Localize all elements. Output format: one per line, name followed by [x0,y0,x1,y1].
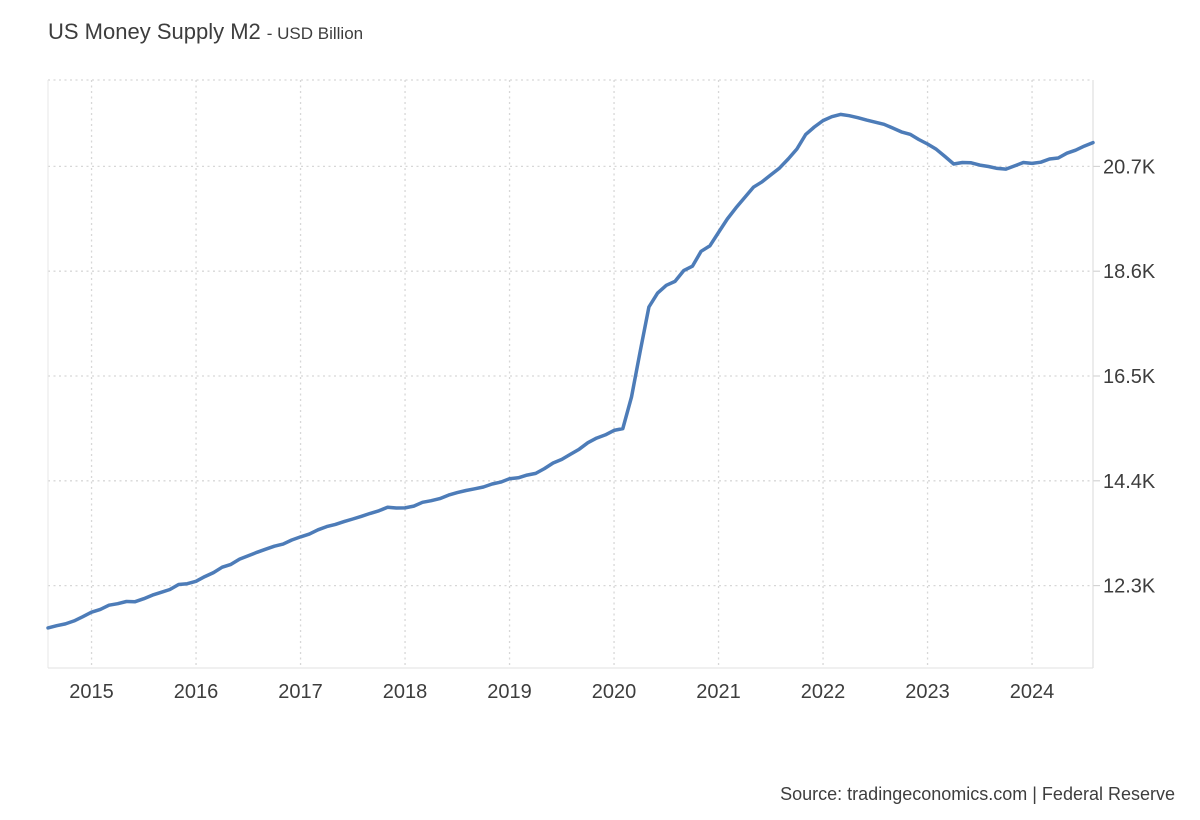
y-axis-label: 14.4K [1103,471,1156,493]
source-credit: Source: tradingeconomics.com | Federal R… [780,784,1175,804]
x-axis-label: 2020 [592,681,637,703]
x-axis-label: 2022 [801,681,846,703]
x-axis-label: 2018 [383,681,428,703]
chart-title: US Money Supply M2 [48,19,261,44]
y-axis-label: 20.7K [1103,156,1156,178]
chart-header: US Money Supply M2 - USD Billion [48,18,363,46]
x-axis-label: 2024 [1010,681,1055,703]
x-axis-label: 2021 [696,681,741,703]
x-axis-label: 2023 [905,681,950,703]
x-axis-label: 2016 [174,681,219,703]
x-axis-label: 2015 [69,681,114,703]
plot-area[interactable]: 20.7K 18.6K 16.5K 14.4K 12.3K 2015 2016 2017 201… [0,0,1200,740]
y-axis-label: 18.6K [1103,261,1156,283]
chart-subtitle: - USD Billion [266,24,364,43]
x-axis-label: 2017 [278,681,323,703]
x-axis-label: 2019 [487,681,532,703]
data-line-series [46,112,1095,630]
line-chart-svg: 20.7K 18.6K 16.5K 14.4K 12.3K 2015 2016 2017 201… [46,79,1156,703]
y-axis-label: 16.5K [1103,366,1156,388]
y-axis-label: 12.3K [1103,576,1156,598]
